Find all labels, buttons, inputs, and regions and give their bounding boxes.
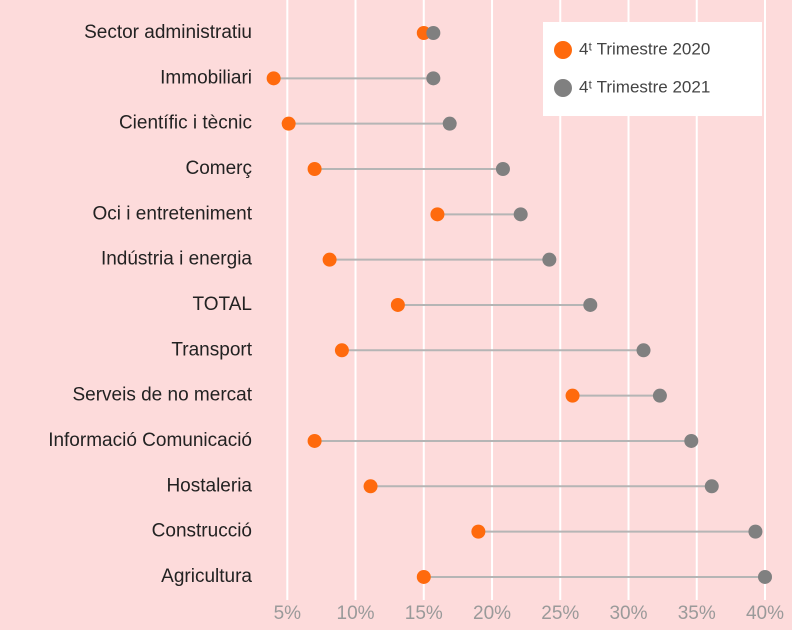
legend-label: 4ᵗ Trimestre 2020 (579, 39, 710, 58)
dot (322, 252, 337, 267)
dot (442, 116, 457, 131)
dot (583, 297, 598, 312)
y-tick-label: Immobiliari (160, 67, 252, 88)
legend-box (543, 22, 762, 116)
legend-swatch (554, 79, 572, 97)
y-tick-label: Construcció (152, 521, 252, 542)
x-tick-label: 20% (473, 603, 511, 624)
y-tick-label: Oci i entreteniment (93, 203, 253, 224)
y-tick-label: Científic i tècnic (119, 113, 252, 134)
legend-label: 4ᵗ Trimestre 2021 (579, 77, 710, 96)
dot (513, 207, 528, 222)
dot (471, 524, 486, 539)
y-tick-label: Agricultura (161, 566, 252, 587)
dot (363, 479, 378, 494)
dot (307, 161, 322, 176)
dot (758, 569, 772, 584)
y-tick-label: Informació Comunicació (48, 430, 252, 451)
y-tick-label: Serveis de no mercat (72, 385, 252, 406)
dot (748, 524, 763, 539)
y-tick-label: Comerç (185, 158, 252, 179)
dot (495, 161, 510, 176)
y-tick-label: TOTAL (193, 294, 252, 315)
y-tick-label: Indústria i energia (101, 249, 252, 270)
dot (307, 433, 322, 448)
dot (704, 479, 719, 494)
dot (542, 252, 557, 267)
legend-swatch (554, 41, 572, 59)
dot (652, 388, 667, 403)
dot (430, 207, 445, 222)
dot (266, 71, 281, 86)
y-tick-label: Hostaleria (166, 475, 252, 496)
dot (565, 388, 580, 403)
dot (334, 343, 349, 358)
dot (684, 433, 699, 448)
dot (426, 26, 441, 40)
dot (636, 343, 651, 358)
x-tick-label: 10% (337, 603, 375, 624)
y-tick-label: Transport (171, 339, 252, 360)
dot (390, 297, 405, 312)
dot (426, 71, 441, 86)
x-tick-label: 25% (541, 603, 579, 624)
x-tick-label: 15% (405, 603, 443, 624)
dot (416, 569, 431, 584)
x-tick-label: 35% (678, 603, 716, 624)
x-tick-label: 40% (746, 603, 784, 624)
dot (281, 116, 296, 131)
x-tick-label: 30% (609, 603, 647, 624)
y-tick-label: Sector administratiu (84, 22, 252, 43)
x-tick-label: 5% (274, 603, 302, 624)
